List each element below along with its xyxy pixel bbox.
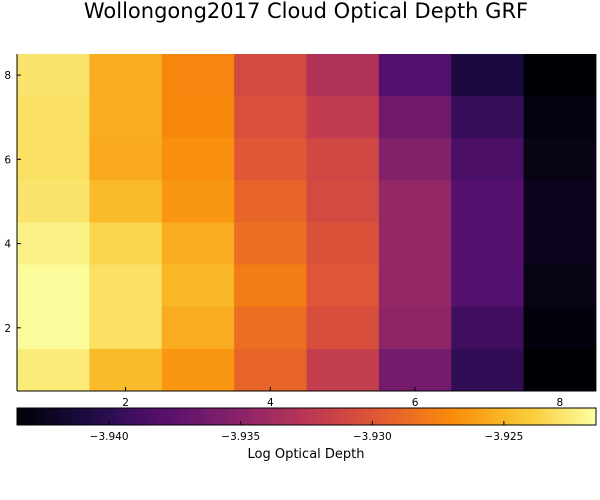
heatmap-cell bbox=[234, 222, 307, 266]
heatmap-cell bbox=[378, 222, 452, 266]
heatmap-cell bbox=[17, 180, 90, 223]
colorbar-label: Log Optical Depth bbox=[248, 447, 365, 462]
heatmap-cell bbox=[451, 96, 525, 139]
heatmap-cell bbox=[523, 306, 597, 350]
heatmap-cell bbox=[234, 54, 307, 97]
heatmap-cell bbox=[17, 222, 90, 266]
colorbar bbox=[16, 407, 597, 426]
heatmap-cell bbox=[17, 54, 90, 97]
heatmap-cell bbox=[451, 222, 525, 266]
heatmap-cell bbox=[234, 96, 307, 139]
heatmap-cell bbox=[89, 348, 163, 392]
heatmap-cell bbox=[306, 222, 380, 266]
heatmap-cell bbox=[523, 138, 597, 181]
y-tick-label: 2 bbox=[4, 323, 11, 335]
heatmap-cell bbox=[89, 222, 163, 266]
heatmap-cell bbox=[523, 180, 597, 223]
heatmap-cell bbox=[378, 306, 452, 350]
heatmap-cell bbox=[89, 138, 163, 181]
y-axis-ticks: 2 4 6 8 bbox=[4, 70, 21, 335]
y-tick-label: 6 bbox=[4, 154, 11, 166]
heatmap-cell bbox=[306, 306, 380, 350]
heatmap-cell bbox=[306, 54, 380, 97]
heatmap-cell bbox=[523, 96, 597, 139]
heatmap-cell bbox=[161, 348, 235, 392]
heatmap-cell bbox=[17, 306, 90, 350]
colorbar-tick-label: −3.930 bbox=[353, 431, 392, 443]
heatmap-cell bbox=[306, 264, 380, 308]
heatmap-cell bbox=[378, 180, 452, 223]
heatmap-cell bbox=[161, 306, 235, 350]
heatmap-cell bbox=[378, 54, 452, 97]
heatmap-cell bbox=[451, 306, 525, 350]
heatmap-cell bbox=[17, 348, 90, 392]
y-tick-label: 8 bbox=[4, 70, 11, 82]
heatmap-cell bbox=[161, 180, 235, 223]
heatmap-cells bbox=[17, 54, 597, 392]
heatmap-cell bbox=[523, 222, 597, 266]
x-tick-label: 8 bbox=[556, 397, 563, 409]
heatmap-cell bbox=[378, 96, 452, 139]
x-tick-label: 2 bbox=[122, 397, 129, 409]
heatmap-cell bbox=[451, 264, 525, 308]
heatmap-cell bbox=[89, 264, 163, 308]
heatmap-cell bbox=[306, 180, 380, 223]
heatmap-cell bbox=[161, 54, 235, 97]
heatmap-cell bbox=[234, 306, 307, 350]
colorbar-tick-label: −3.940 bbox=[90, 431, 129, 443]
heatmap-cell bbox=[378, 348, 452, 392]
heatmap-cell bbox=[17, 264, 90, 308]
heatmap-cell bbox=[89, 96, 163, 139]
x-axis-ticks: 2 4 6 8 bbox=[122, 387, 563, 409]
heatmap-cell bbox=[523, 264, 597, 308]
heatmap-cell bbox=[161, 222, 235, 266]
heatmap-cell bbox=[234, 264, 307, 308]
heatmap-cell bbox=[523, 54, 597, 97]
heatmap-cell bbox=[378, 138, 452, 181]
heatmap-cell bbox=[161, 96, 235, 139]
heatmap-cell bbox=[306, 96, 380, 139]
heatmap-cell bbox=[306, 348, 380, 392]
heatmap-cell bbox=[17, 96, 90, 139]
heatmap-cell bbox=[451, 54, 525, 97]
heatmap-cell bbox=[234, 348, 307, 392]
heatmap-cell bbox=[451, 180, 525, 223]
colorbar-ticks: −3.940 −3.935 −3.930 −3.925 bbox=[90, 421, 523, 443]
y-tick-label: 4 bbox=[4, 239, 11, 251]
heatmap-cell bbox=[89, 306, 163, 350]
heatmap-cell bbox=[378, 264, 452, 308]
chart-title: Wollongong2017 Cloud Optical Depth GRF bbox=[84, 0, 528, 23]
heatmap-cell bbox=[523, 348, 597, 392]
colorbar-tick-label: −3.925 bbox=[484, 431, 523, 443]
x-tick-label: 6 bbox=[412, 397, 419, 409]
heatmap-cell bbox=[451, 138, 525, 181]
colorbar-tick-label: −3.935 bbox=[221, 431, 260, 443]
heatmap-cell bbox=[234, 138, 307, 181]
heatmap-cell bbox=[89, 54, 163, 97]
heatmap-cell bbox=[161, 264, 235, 308]
heatmap-cell bbox=[234, 180, 307, 223]
heatmap-cell bbox=[451, 348, 525, 392]
plot-frame bbox=[16, 54, 596, 392]
heatmap-cell bbox=[89, 180, 163, 223]
x-tick-label: 4 bbox=[267, 397, 274, 409]
heatmap-cell bbox=[161, 138, 235, 181]
heatmap-cell bbox=[17, 138, 90, 181]
heatmap-cell bbox=[306, 138, 380, 181]
